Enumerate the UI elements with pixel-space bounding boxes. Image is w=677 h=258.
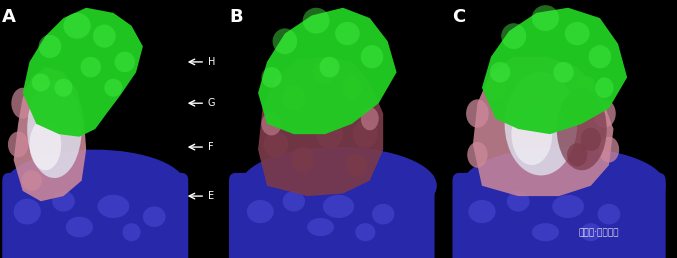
Text: H: H — [208, 57, 215, 67]
FancyBboxPatch shape — [2, 173, 188, 258]
Ellipse shape — [462, 147, 665, 224]
Ellipse shape — [334, 83, 361, 114]
Ellipse shape — [292, 147, 314, 173]
Ellipse shape — [64, 13, 91, 39]
Ellipse shape — [581, 128, 601, 151]
Ellipse shape — [283, 85, 305, 111]
Text: E: E — [208, 191, 214, 201]
Ellipse shape — [97, 195, 129, 218]
Ellipse shape — [27, 80, 82, 178]
Ellipse shape — [52, 191, 75, 212]
Ellipse shape — [261, 112, 282, 135]
Ellipse shape — [345, 154, 368, 177]
Ellipse shape — [240, 147, 437, 224]
Ellipse shape — [372, 204, 394, 224]
Ellipse shape — [355, 223, 375, 241]
Ellipse shape — [588, 45, 611, 68]
Ellipse shape — [5, 150, 186, 222]
Ellipse shape — [320, 57, 340, 77]
Polygon shape — [14, 67, 86, 201]
Ellipse shape — [485, 76, 506, 99]
Ellipse shape — [361, 107, 378, 130]
Ellipse shape — [32, 74, 50, 92]
Ellipse shape — [302, 67, 330, 98]
Ellipse shape — [54, 79, 72, 97]
Ellipse shape — [261, 67, 282, 88]
Ellipse shape — [263, 132, 288, 157]
Ellipse shape — [532, 5, 559, 31]
Ellipse shape — [490, 62, 510, 83]
Ellipse shape — [335, 22, 359, 45]
Ellipse shape — [553, 62, 574, 83]
Ellipse shape — [123, 223, 141, 241]
Text: G: G — [208, 98, 215, 108]
Ellipse shape — [353, 120, 378, 148]
Ellipse shape — [466, 99, 489, 128]
Ellipse shape — [271, 92, 299, 125]
Ellipse shape — [104, 79, 123, 97]
FancyBboxPatch shape — [229, 173, 435, 258]
Ellipse shape — [467, 142, 487, 168]
Ellipse shape — [552, 195, 584, 218]
Ellipse shape — [307, 218, 334, 236]
Ellipse shape — [567, 143, 588, 166]
Polygon shape — [482, 8, 627, 134]
Ellipse shape — [247, 200, 274, 223]
Ellipse shape — [556, 88, 607, 170]
Text: C: C — [452, 8, 466, 26]
Ellipse shape — [30, 119, 61, 170]
Ellipse shape — [507, 191, 529, 212]
Ellipse shape — [93, 25, 116, 48]
Polygon shape — [258, 57, 383, 196]
Ellipse shape — [273, 28, 297, 54]
Ellipse shape — [468, 200, 496, 223]
Ellipse shape — [14, 199, 41, 224]
Ellipse shape — [511, 103, 552, 165]
Text: 公众号·中科微末: 公众号·中科微末 — [579, 228, 619, 237]
Text: A: A — [2, 8, 16, 26]
Ellipse shape — [565, 22, 590, 45]
Ellipse shape — [114, 52, 135, 72]
Ellipse shape — [598, 204, 620, 224]
Ellipse shape — [504, 72, 577, 175]
Polygon shape — [473, 57, 613, 196]
FancyBboxPatch shape — [452, 173, 665, 258]
Ellipse shape — [283, 191, 305, 212]
Ellipse shape — [39, 35, 61, 58]
Ellipse shape — [303, 8, 330, 34]
Ellipse shape — [361, 45, 383, 68]
Ellipse shape — [316, 120, 343, 148]
Ellipse shape — [22, 170, 42, 191]
Ellipse shape — [81, 57, 101, 77]
Ellipse shape — [576, 76, 596, 99]
Ellipse shape — [532, 223, 559, 241]
Polygon shape — [258, 8, 397, 134]
Ellipse shape — [581, 223, 601, 241]
Ellipse shape — [342, 76, 362, 99]
Text: B: B — [229, 8, 242, 26]
Ellipse shape — [501, 23, 526, 49]
Ellipse shape — [598, 137, 619, 163]
Polygon shape — [23, 8, 143, 137]
Ellipse shape — [66, 217, 93, 237]
Ellipse shape — [323, 195, 354, 218]
Ellipse shape — [561, 95, 584, 121]
Text: F: F — [208, 142, 213, 152]
Ellipse shape — [8, 132, 28, 157]
Ellipse shape — [12, 88, 34, 119]
Ellipse shape — [593, 99, 616, 128]
Ellipse shape — [143, 206, 166, 227]
Ellipse shape — [595, 77, 613, 98]
Ellipse shape — [313, 61, 337, 84]
